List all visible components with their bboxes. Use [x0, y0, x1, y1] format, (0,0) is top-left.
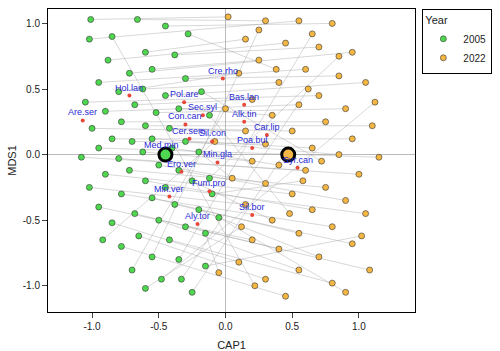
svg-text:Year: Year: [425, 14, 448, 26]
svg-text:-0.5: -0.5: [150, 321, 168, 332]
svg-text:Poa.bul: Poa.bul: [237, 135, 268, 145]
svg-text:Alk.tin: Alk.tin: [232, 109, 257, 119]
svg-text:Sil.con: Sil.con: [199, 128, 226, 138]
svg-text:Syr.can: Syr.can: [283, 155, 313, 165]
svg-text:Are.ser: Are.ser: [68, 107, 97, 117]
svg-text:0.0: 0.0: [26, 149, 40, 160]
svg-text:CAP1: CAP1: [217, 339, 246, 351]
svg-text:Min.ver: Min.ver: [154, 184, 184, 194]
svg-text:Car.lip: Car.lip: [254, 122, 280, 132]
svg-text:2005: 2005: [463, 34, 486, 45]
svg-text:0.5: 0.5: [285, 321, 299, 332]
svg-text:1.0: 1.0: [352, 321, 366, 332]
svg-text:-0.5: -0.5: [23, 215, 41, 226]
svg-text:Aly.tor: Aly.tor: [185, 211, 210, 221]
svg-text:Cre.rho: Cre.rho: [208, 66, 238, 76]
svg-text:Con.can: Con.can: [168, 111, 202, 121]
svg-text:Bas.lan: Bas.lan: [229, 92, 259, 102]
svg-text:-1.0: -1.0: [83, 321, 101, 332]
svg-text:Hol.lan: Hol.lan: [115, 83, 143, 93]
svg-text:Min.gla: Min.gla: [203, 149, 232, 159]
svg-text:Sec.syl: Sec.syl: [188, 102, 217, 112]
svg-text:Fum.pro: Fum.pro: [192, 178, 226, 188]
svg-text:1.0: 1.0: [26, 18, 40, 29]
svg-text:Sil.bor: Sil.bor: [239, 202, 265, 212]
svg-text:Cer.sem: Cer.sem: [172, 126, 206, 136]
svg-text:0.0: 0.0: [219, 321, 233, 332]
svg-text:2022: 2022: [463, 53, 486, 64]
svg-text:Med.min: Med.min: [144, 140, 179, 150]
svg-text:Pol.are: Pol.are: [170, 89, 199, 99]
svg-text:-1.0: -1.0: [23, 280, 41, 291]
svg-text:0.5: 0.5: [26, 84, 40, 95]
svg-text:Ero.ver: Ero.ver: [167, 159, 196, 169]
svg-text:MDS1: MDS1: [6, 145, 18, 176]
